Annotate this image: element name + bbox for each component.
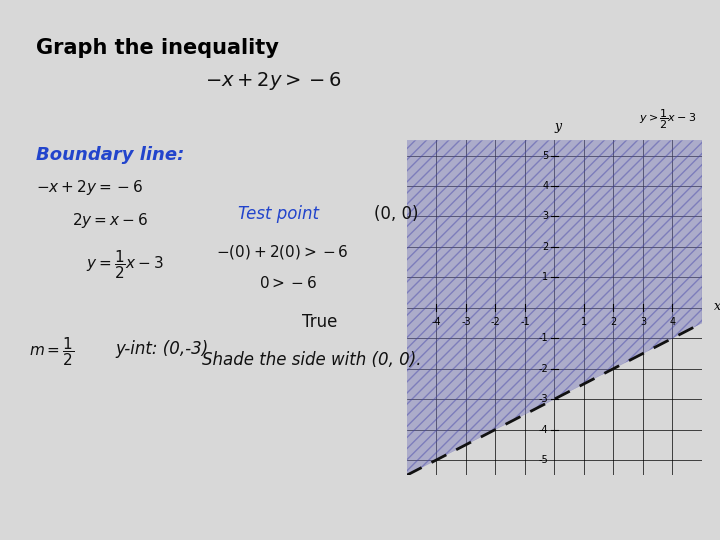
Text: Graph the inequality: Graph the inequality [36, 38, 279, 58]
Text: -4: -4 [539, 424, 549, 435]
Text: True: True [302, 313, 338, 331]
Text: y-int: (0,-3): y-int: (0,-3) [115, 340, 209, 358]
Text: $2y=x-6$: $2y=x-6$ [72, 211, 148, 229]
Text: Boundary line:: Boundary line: [36, 146, 184, 164]
Text: 4: 4 [542, 181, 549, 191]
Text: 3: 3 [542, 212, 549, 221]
Text: 1: 1 [542, 272, 549, 282]
Text: $-x+2y>-6$: $-x+2y>-6$ [205, 70, 342, 92]
Text: Test point: Test point [238, 205, 324, 223]
Text: (0, 0): (0, 0) [374, 205, 419, 223]
Text: $-x+2y=-6$: $-x+2y=-6$ [36, 178, 143, 197]
Text: 4: 4 [670, 317, 675, 327]
Text: 3: 3 [640, 317, 646, 327]
Text: 2: 2 [542, 242, 549, 252]
Text: -4: -4 [431, 317, 441, 327]
Text: $y=\dfrac{1}{2}x-3$: $y=\dfrac{1}{2}x-3$ [86, 248, 164, 281]
Text: 2: 2 [611, 317, 616, 327]
Text: $0>-6$: $0>-6$ [259, 275, 317, 292]
Text: $-(0)+2(0)>-6$: $-(0)+2(0)>-6$ [216, 243, 348, 261]
Text: -1: -1 [539, 333, 549, 343]
Text: -1: -1 [520, 317, 530, 327]
Text: $y>\dfrac{1}{2}x-3$: $y>\dfrac{1}{2}x-3$ [639, 108, 696, 131]
Text: y: y [554, 120, 562, 133]
Text: -3: -3 [539, 394, 549, 404]
Text: $m=\dfrac{1}{2}$: $m=\dfrac{1}{2}$ [29, 335, 74, 368]
Text: x: x [714, 300, 720, 313]
Text: 5: 5 [542, 151, 549, 160]
Text: 1: 1 [581, 317, 587, 327]
Text: -3: -3 [461, 317, 471, 327]
Text: -2: -2 [539, 363, 549, 374]
Text: Shade the side with (0, 0).: Shade the side with (0, 0). [202, 351, 421, 369]
Text: -5: -5 [539, 455, 549, 465]
Text: -2: -2 [490, 317, 500, 327]
